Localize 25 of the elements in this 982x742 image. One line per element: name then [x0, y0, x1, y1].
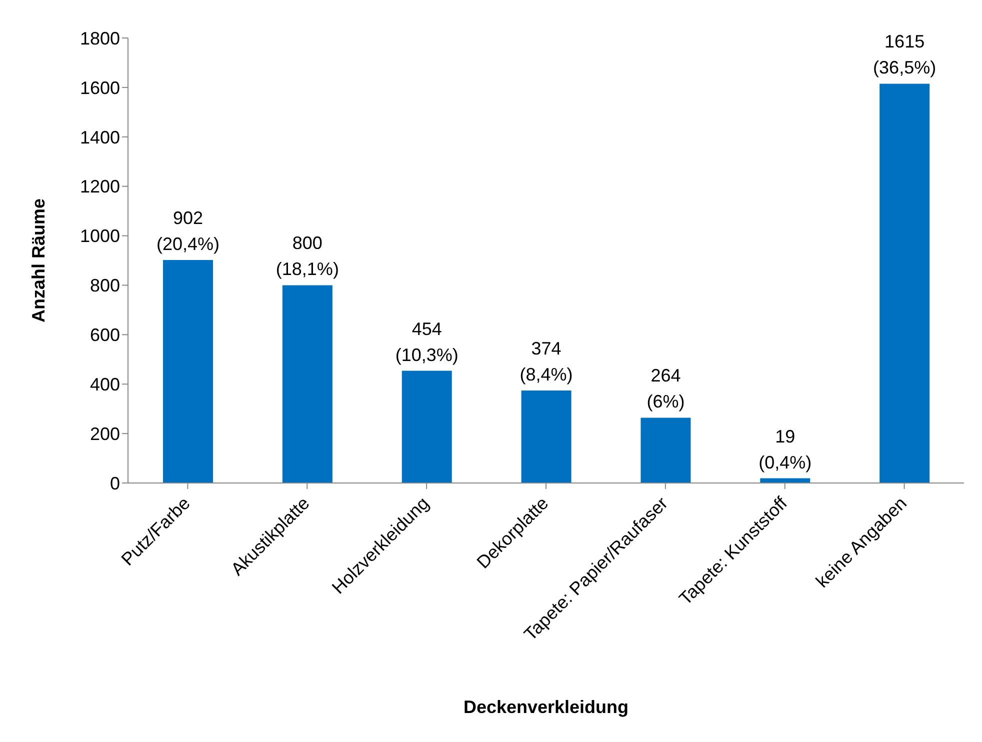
y-tick-label: 1000: [80, 226, 120, 246]
y-tick-label: 1400: [80, 127, 120, 148]
bar: [282, 285, 332, 483]
bar: [402, 370, 452, 483]
bar: [880, 84, 930, 483]
y-tick-label: 200: [90, 424, 120, 444]
data-label: 264 (6%): [646, 366, 685, 412]
data-label: 19 (0,4%): [758, 426, 812, 472]
y-tick-label: 1600: [80, 78, 120, 98]
bar: [521, 390, 572, 483]
data-label: 800 (18,1%): [276, 233, 339, 280]
x-axis-title: Deckenverkleidung: [463, 697, 629, 717]
y-tick-label: 1200: [80, 176, 120, 197]
bar: [163, 260, 213, 483]
y-tick-label: 0: [110, 473, 120, 494]
y-tick-label: 800: [90, 276, 120, 296]
y-tick-label: 1800: [80, 28, 120, 48]
data-label: 1615 (36,5%): [873, 32, 936, 78]
y-axis-title: Anzahl Räume: [28, 198, 48, 323]
data-label: 374 (8,4%): [520, 338, 573, 385]
y-tick-label: 600: [90, 325, 120, 346]
data-label: 454 (10,3%): [395, 318, 458, 365]
bar: [640, 418, 691, 483]
y-tick-label: 400: [90, 374, 120, 394]
data-label: 902 (20,4%): [156, 208, 220, 254]
